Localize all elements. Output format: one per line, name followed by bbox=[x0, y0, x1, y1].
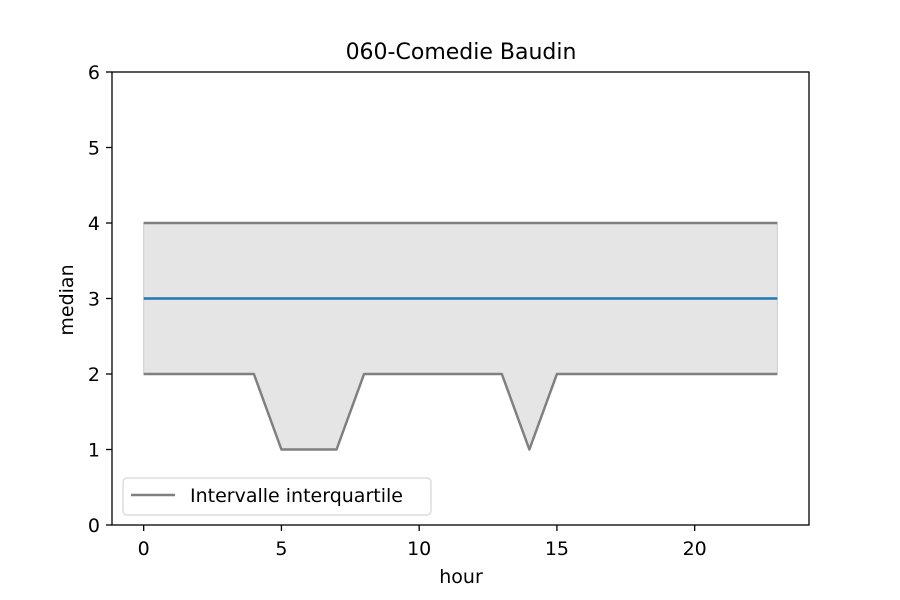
x-tick-label: 10 bbox=[407, 538, 431, 560]
legend-box bbox=[122, 477, 432, 516]
y-axis-label: median bbox=[56, 264, 78, 335]
x-tick-label: 5 bbox=[275, 538, 287, 560]
y-tick-label: 3 bbox=[88, 289, 100, 311]
legend-label: Intervalle interquartile bbox=[190, 485, 403, 507]
y-tick-label: 0 bbox=[88, 515, 100, 537]
y-tick-label: 1 bbox=[88, 440, 100, 462]
x-axis-label: hour bbox=[439, 566, 483, 588]
x-tick-label: 0 bbox=[138, 538, 150, 560]
chart-title: 060-Comedie Baudin bbox=[346, 40, 577, 65]
legend: Intervalle interquartile bbox=[122, 477, 432, 516]
y-tick-label: 4 bbox=[88, 213, 100, 235]
iqr-band bbox=[143, 222, 778, 451]
x-tick-label: 20 bbox=[683, 538, 707, 560]
y-tick-label: 6 bbox=[88, 62, 100, 84]
y-tick-label: 2 bbox=[88, 364, 100, 386]
plot-area bbox=[111, 71, 810, 526]
y-tick-label: 5 bbox=[88, 138, 100, 160]
x-tick-label: 15 bbox=[545, 538, 569, 560]
q1-line bbox=[143, 372, 778, 451]
x-axis: 0 5 10 15 20 bbox=[138, 525, 707, 560]
y-axis: 0 1 2 3 4 5 6 bbox=[88, 62, 112, 537]
